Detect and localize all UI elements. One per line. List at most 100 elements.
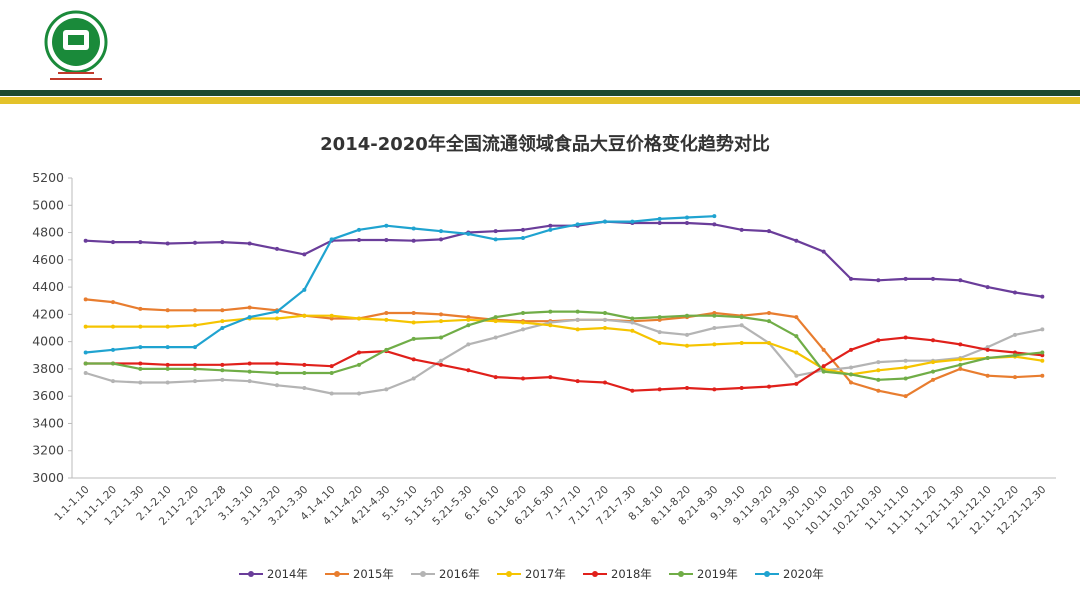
legend-label: 2020年 bbox=[783, 567, 824, 581]
point bbox=[1013, 375, 1017, 380]
point bbox=[411, 320, 416, 325]
point bbox=[138, 366, 143, 371]
point bbox=[630, 320, 635, 325]
point bbox=[685, 221, 689, 225]
point bbox=[466, 323, 471, 328]
point bbox=[493, 229, 498, 234]
point bbox=[958, 366, 963, 371]
point bbox=[794, 334, 799, 339]
point bbox=[357, 350, 361, 355]
point bbox=[165, 362, 170, 367]
point bbox=[384, 238, 389, 243]
point bbox=[357, 316, 361, 321]
point bbox=[849, 276, 853, 281]
point bbox=[83, 324, 88, 329]
point bbox=[111, 361, 115, 366]
point bbox=[1040, 327, 1045, 332]
y-tick-label: 4200 bbox=[32, 306, 64, 321]
point bbox=[83, 297, 88, 302]
point bbox=[876, 368, 881, 373]
point bbox=[138, 345, 143, 350]
point bbox=[83, 350, 88, 355]
y-tick-label: 3400 bbox=[32, 415, 64, 430]
point bbox=[83, 238, 88, 243]
point bbox=[603, 317, 607, 322]
legend-label: 2014年 bbox=[267, 567, 308, 581]
point bbox=[439, 229, 443, 234]
point bbox=[876, 388, 881, 393]
y-tick-label: 4000 bbox=[32, 334, 64, 349]
point bbox=[220, 319, 225, 324]
series-line bbox=[85, 220, 1043, 298]
chart-title: 2014-2020年全国流通领域食品大豆价格变化趋势对比 bbox=[320, 133, 770, 155]
point bbox=[630, 219, 635, 224]
point bbox=[985, 373, 990, 378]
point bbox=[111, 300, 115, 305]
point bbox=[247, 315, 252, 320]
point bbox=[685, 215, 689, 220]
point bbox=[958, 357, 963, 362]
point bbox=[876, 278, 881, 283]
point bbox=[657, 315, 662, 320]
point bbox=[384, 347, 389, 352]
point bbox=[548, 375, 553, 380]
point bbox=[685, 343, 689, 348]
y-tick-label: 5200 bbox=[32, 170, 64, 185]
x-tick-label: 12.21-12.30 bbox=[995, 484, 1049, 538]
point bbox=[521, 227, 525, 232]
point bbox=[439, 237, 443, 242]
point bbox=[466, 231, 471, 236]
series-line bbox=[85, 298, 1043, 398]
point bbox=[739, 323, 744, 328]
point bbox=[876, 360, 881, 365]
point bbox=[493, 335, 498, 340]
point bbox=[138, 324, 143, 329]
point bbox=[302, 287, 307, 292]
series-line bbox=[85, 318, 1043, 395]
point bbox=[903, 358, 908, 363]
point bbox=[493, 237, 498, 242]
point bbox=[411, 238, 416, 243]
point bbox=[985, 356, 990, 360]
point bbox=[657, 216, 662, 221]
point bbox=[329, 364, 334, 369]
point bbox=[821, 369, 826, 374]
point bbox=[329, 237, 334, 242]
point bbox=[685, 386, 689, 390]
point bbox=[357, 391, 361, 396]
point bbox=[521, 376, 525, 381]
point bbox=[712, 222, 717, 227]
point bbox=[548, 223, 553, 228]
point bbox=[193, 240, 197, 245]
point bbox=[275, 246, 279, 251]
point bbox=[329, 371, 334, 375]
point bbox=[767, 384, 771, 389]
point bbox=[985, 347, 990, 352]
point bbox=[493, 319, 498, 324]
point bbox=[1040, 373, 1045, 378]
y-tick-label: 4800 bbox=[32, 225, 64, 240]
point bbox=[193, 323, 197, 328]
point bbox=[1013, 290, 1017, 295]
point bbox=[193, 345, 197, 350]
point bbox=[220, 326, 225, 330]
point bbox=[411, 336, 416, 341]
point bbox=[794, 238, 799, 243]
point bbox=[411, 311, 416, 315]
point bbox=[247, 241, 252, 246]
point bbox=[165, 324, 170, 329]
point bbox=[575, 222, 580, 227]
point bbox=[1013, 332, 1017, 337]
point bbox=[357, 362, 361, 367]
point bbox=[630, 388, 635, 393]
point bbox=[111, 240, 115, 245]
point bbox=[329, 313, 334, 318]
point bbox=[876, 377, 881, 382]
point bbox=[548, 227, 553, 232]
point bbox=[931, 369, 935, 374]
legend-marker bbox=[248, 571, 254, 577]
y-tick-label: 4400 bbox=[32, 279, 64, 294]
point bbox=[165, 308, 170, 313]
point bbox=[193, 308, 197, 313]
point bbox=[903, 365, 908, 370]
